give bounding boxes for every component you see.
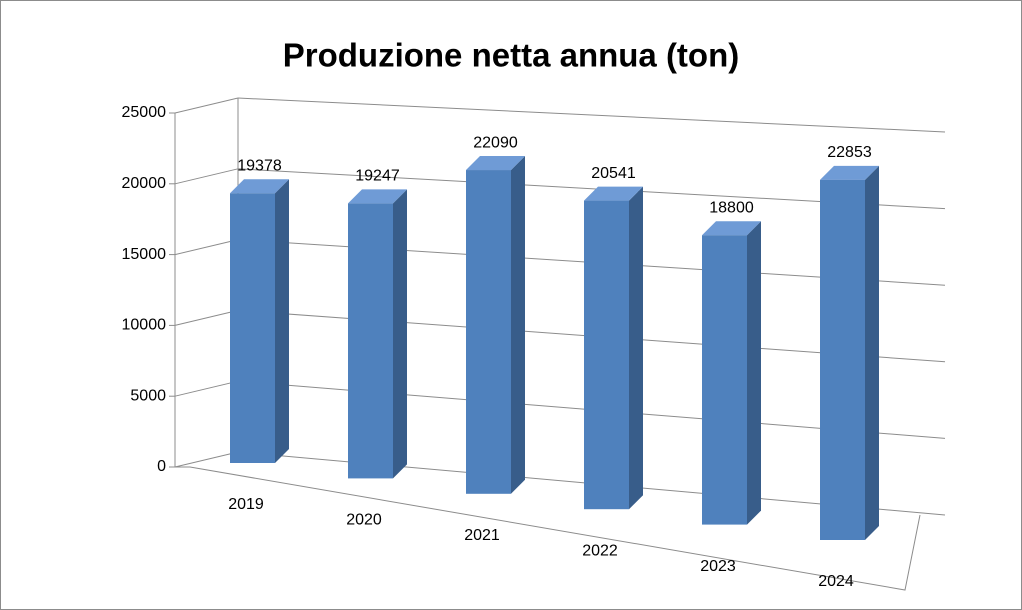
value-label: 22853 (827, 144, 872, 161)
x-tick-label: 2021 (464, 527, 500, 544)
bar (348, 203, 393, 479)
y-tick-label: 25000 (122, 104, 167, 121)
bar (584, 200, 629, 510)
bar (466, 170, 511, 494)
value-label: 18800 (709, 199, 754, 216)
bar (820, 179, 865, 540)
bar-top (230, 179, 289, 194)
y-tick-label: 10000 (122, 317, 167, 334)
bar-side (275, 179, 289, 463)
grid-line (174, 451, 239, 468)
x-tick-label: 2020 (346, 512, 382, 529)
bar (702, 235, 747, 525)
y-tick-label: 20000 (122, 175, 167, 192)
bar-top (348, 189, 407, 204)
x-tick-label: 2022 (582, 542, 618, 559)
y-tick-label: 0 (157, 458, 166, 475)
bar-top (702, 221, 761, 236)
y-tick-label: 15000 (122, 246, 167, 263)
bar-side (747, 221, 761, 525)
value-label: 22090 (473, 134, 518, 151)
bar-side (629, 186, 643, 510)
x-tick-label: 2019 (228, 496, 264, 513)
grid-line (174, 168, 239, 185)
value-label: 19378 (237, 157, 282, 174)
bar-top (820, 165, 879, 180)
chart-title: Produzione netta annua (ton) (283, 37, 739, 74)
grid-line (174, 97, 239, 114)
floor (175, 466, 921, 591)
bar-top (466, 156, 525, 171)
bar-side (511, 156, 525, 494)
bar (230, 193, 275, 463)
bar-top (584, 186, 643, 201)
grid-line (174, 239, 239, 256)
bar-side (865, 165, 879, 540)
x-tick-label: 2024 (818, 573, 854, 590)
y-tick-label: 5000 (130, 387, 166, 404)
grid-line (174, 380, 239, 397)
value-label: 19247 (355, 168, 400, 185)
grid-line (237, 97, 946, 133)
value-label: 20541 (591, 165, 636, 182)
bar-side (393, 189, 407, 479)
x-tick-label: 2023 (700, 558, 736, 575)
grid-line (174, 309, 239, 326)
